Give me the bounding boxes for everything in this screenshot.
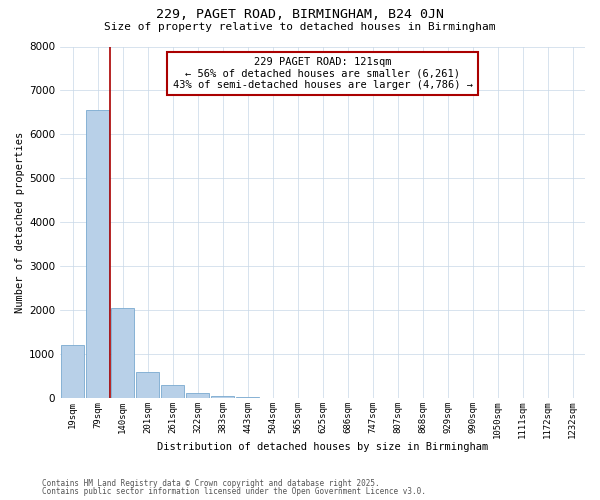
Bar	[86, 110, 109, 398]
Text: Contains HM Land Registry data © Crown copyright and database right 2025.: Contains HM Land Registry data © Crown c…	[42, 478, 380, 488]
X-axis label: Distribution of detached houses by size in Birmingham: Distribution of detached houses by size …	[157, 442, 488, 452]
Bar	[136, 372, 159, 398]
Text: Contains public sector information licensed under the Open Government Licence v3: Contains public sector information licen…	[42, 487, 426, 496]
Bar	[112, 308, 134, 398]
Bar	[187, 393, 209, 398]
Text: 229, PAGET ROAD, BIRMINGHAM, B24 0JN: 229, PAGET ROAD, BIRMINGHAM, B24 0JN	[156, 8, 444, 20]
Y-axis label: Number of detached properties: Number of detached properties	[15, 132, 25, 313]
Bar	[61, 345, 84, 398]
Text: Size of property relative to detached houses in Birmingham: Size of property relative to detached ho…	[104, 22, 496, 32]
Bar	[211, 396, 234, 398]
Text: 229 PAGET ROAD: 121sqm
← 56% of detached houses are smaller (6,261)
43% of semi-: 229 PAGET ROAD: 121sqm ← 56% of detached…	[173, 57, 473, 90]
Bar	[161, 385, 184, 398]
